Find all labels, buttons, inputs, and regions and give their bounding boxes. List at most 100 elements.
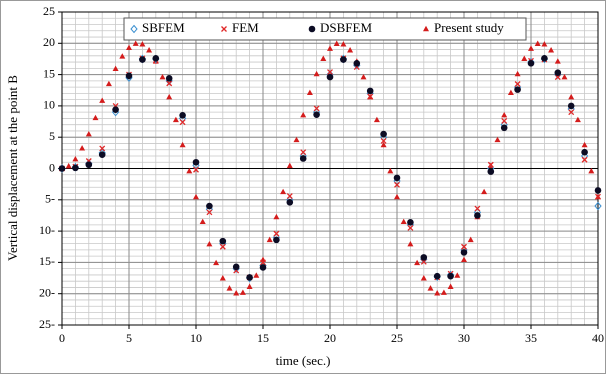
circle-marker — [407, 219, 414, 226]
triangle-marker — [172, 116, 179, 123]
legend-entry: DSBFEM — [308, 20, 372, 35]
triangle-marker — [554, 58, 561, 64]
triangle-marker — [574, 116, 581, 123]
circle-marker — [474, 212, 481, 219]
x-marker — [568, 109, 575, 116]
triangle-marker — [528, 45, 534, 51]
triangle-marker — [226, 285, 233, 291]
triangle-marker — [92, 114, 99, 121]
circle-marker — [98, 151, 106, 159]
x-marker — [461, 243, 467, 250]
triangle-marker — [400, 218, 407, 225]
circle-marker — [500, 124, 508, 132]
x-marker — [394, 181, 400, 188]
x-marker — [221, 26, 227, 32]
x-tick-label: 30 — [458, 331, 470, 345]
triangle-marker — [280, 188, 287, 195]
circle-marker — [112, 106, 119, 113]
circle-marker — [72, 164, 79, 172]
y-tick-label: 5 — [49, 129, 55, 143]
circle-marker — [581, 148, 588, 156]
triangle-marker — [105, 80, 112, 87]
circle-marker — [541, 55, 548, 62]
x-marker — [99, 145, 106, 152]
x-tick-label: 40 — [592, 331, 604, 345]
circle-marker — [554, 69, 562, 77]
x-axis-label: time (sec.) — [276, 353, 331, 368]
x-marker — [581, 156, 588, 163]
x-marker — [367, 93, 374, 100]
circle-marker — [366, 87, 374, 95]
triangle-marker — [253, 272, 260, 278]
triangle-marker — [423, 25, 429, 32]
triangle-marker — [534, 40, 541, 46]
triangle-marker — [434, 290, 441, 296]
triangle-marker — [300, 111, 307, 118]
triangle-marker — [193, 193, 199, 200]
triangle-marker — [139, 41, 146, 47]
circle-marker — [308, 25, 316, 33]
legend-label: FEM — [232, 20, 259, 35]
triangle-marker — [561, 74, 568, 80]
triangle-marker — [79, 145, 86, 151]
x-tick-label: 20 — [324, 331, 336, 345]
x-marker — [501, 117, 508, 124]
circle-marker — [139, 56, 146, 63]
circle-marker — [313, 111, 320, 118]
diamond-marker — [130, 24, 138, 34]
circle-marker — [487, 168, 495, 175]
legend-box — [123, 17, 527, 41]
triangle-marker — [246, 283, 253, 289]
circle-marker — [219, 237, 227, 245]
circle-marker — [58, 165, 66, 172]
y-tick-label: 25- — [39, 317, 55, 331]
triangle-marker — [420, 275, 427, 281]
circle-marker — [393, 174, 401, 182]
y-tick-label: 20- — [39, 285, 55, 299]
circle-marker — [125, 72, 133, 80]
x-marker — [327, 69, 333, 76]
triangle-marker — [394, 193, 400, 200]
x-marker — [179, 119, 186, 126]
circle-marker — [273, 236, 280, 244]
triangle-marker — [199, 218, 206, 225]
y-tick-label: 15 — [43, 66, 55, 80]
triangle-marker — [494, 136, 501, 143]
x-tick-label: 25 — [391, 331, 403, 345]
triangle-marker — [320, 55, 327, 61]
triangle-marker — [481, 188, 488, 195]
triangle-marker — [447, 283, 454, 289]
circle-marker — [286, 199, 294, 206]
circle-marker — [460, 249, 468, 256]
triangle-marker — [65, 162, 72, 169]
triangle-marker — [146, 47, 153, 53]
legend-label: Present study — [434, 20, 504, 35]
triangle-marker — [427, 285, 434, 291]
triangle-marker — [119, 53, 126, 59]
x-marker — [193, 166, 199, 173]
triangle-marker — [159, 74, 166, 80]
circle-marker — [299, 155, 307, 162]
x-marker — [166, 80, 173, 87]
triangle-marker — [206, 240, 213, 247]
triangle-marker — [233, 290, 240, 296]
y-axis-label: Vertical displacement at the point B — [5, 75, 20, 261]
x-marker — [595, 193, 601, 200]
diamond-marker — [594, 201, 602, 211]
x-marker — [487, 161, 494, 168]
legend-entry: FEM — [221, 20, 259, 35]
legend-label: SBFEM — [142, 20, 185, 35]
triangle-marker — [132, 40, 139, 46]
triangle-marker — [521, 55, 528, 61]
x-marker — [286, 193, 293, 200]
circle-marker — [420, 254, 428, 261]
x-marker — [514, 81, 521, 87]
triangle-marker — [327, 45, 333, 51]
circle-marker — [246, 274, 253, 281]
triangle-marker — [266, 236, 273, 243]
circle-marker — [594, 187, 602, 194]
triangle-marker — [72, 156, 79, 162]
triangle-marker — [340, 41, 347, 47]
y-tick-label: 5- — [45, 192, 55, 206]
triangle-marker — [179, 141, 186, 148]
